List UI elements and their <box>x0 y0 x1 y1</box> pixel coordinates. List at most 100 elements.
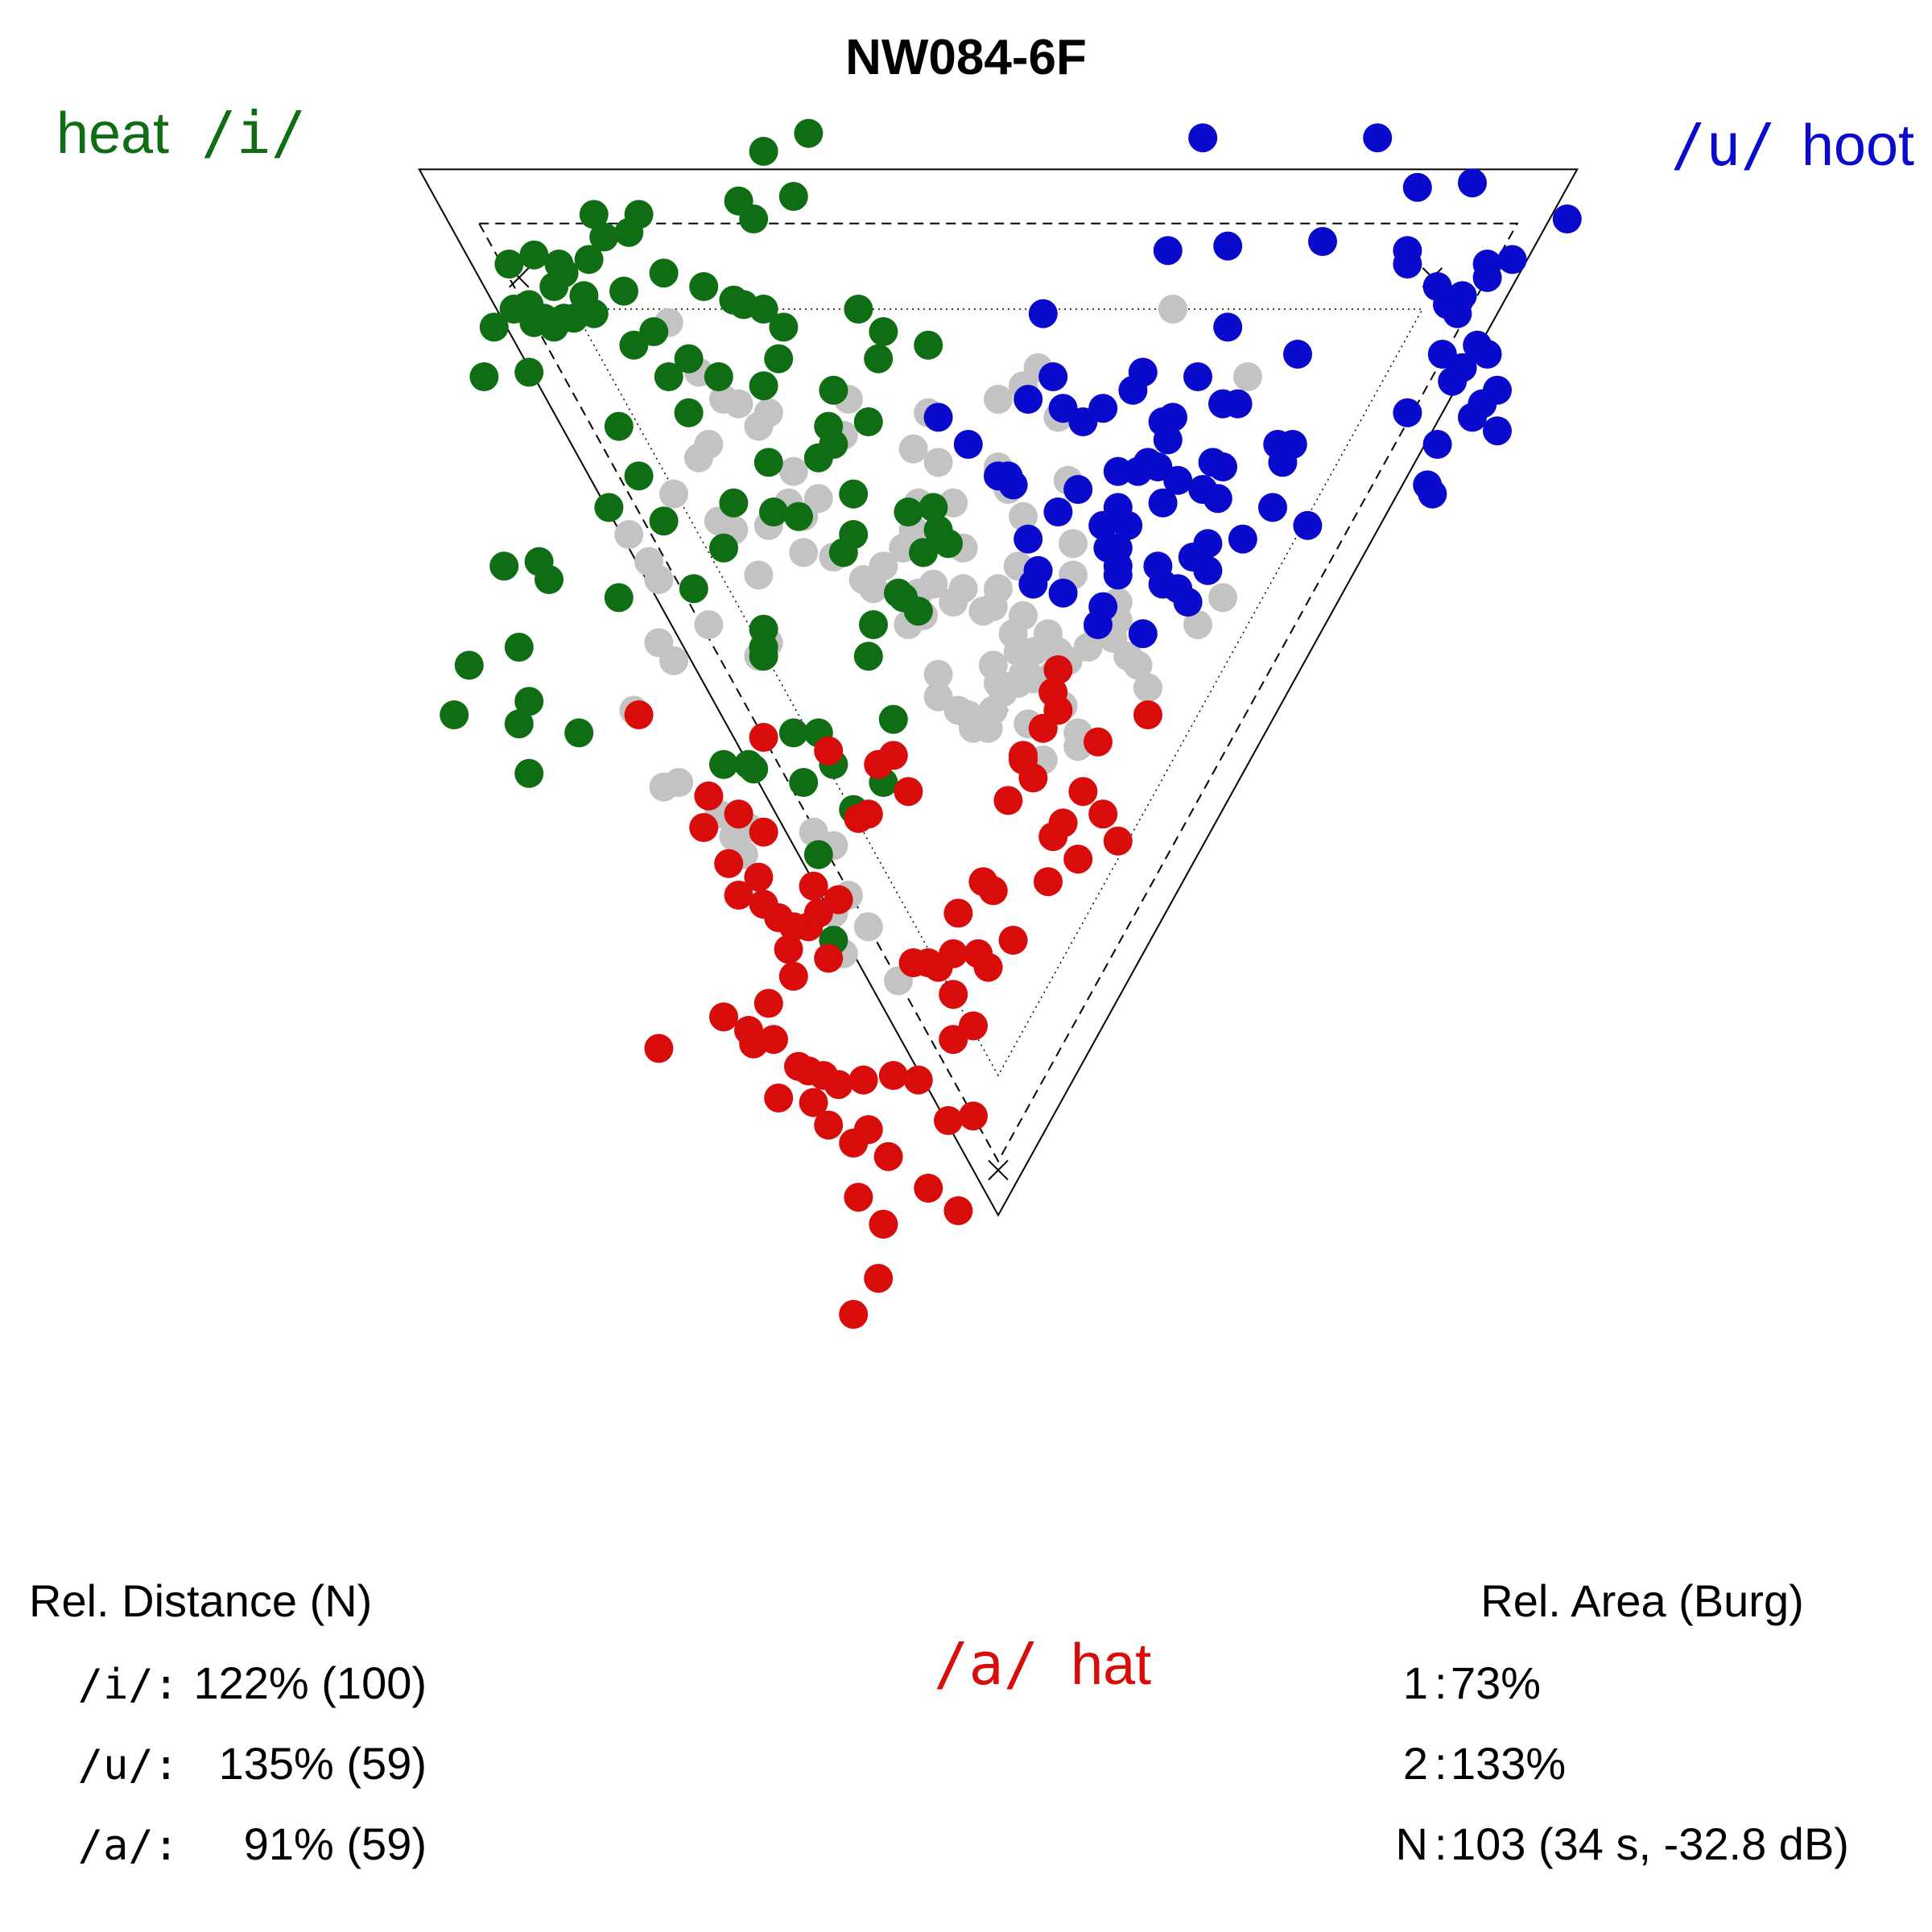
data-point-u <box>1048 578 1078 608</box>
data-point-i <box>884 578 913 608</box>
data-point-u <box>1188 123 1218 153</box>
data-point-a <box>714 848 744 878</box>
data-point-other <box>978 650 1008 680</box>
data-point-a <box>959 1011 988 1041</box>
data-point-u <box>1013 385 1043 414</box>
data-point-a <box>973 952 1003 982</box>
data-point-a <box>689 813 719 842</box>
rel-area-separator-n: : <box>1435 1818 1447 1869</box>
data-point-other <box>853 912 883 942</box>
data-point-other <box>859 574 888 604</box>
data-point-i <box>689 272 719 301</box>
data-point-i <box>749 633 778 662</box>
data-point-other <box>1059 529 1088 559</box>
data-point-i <box>923 515 953 545</box>
data-point-u <box>1483 375 1512 405</box>
data-point-i <box>674 398 704 427</box>
data-point-u <box>923 402 953 432</box>
data-point-a <box>848 1065 878 1095</box>
data-point-other <box>968 597 998 626</box>
data-point-a <box>903 1065 933 1095</box>
data-point-i <box>739 204 769 233</box>
data-point-a <box>869 1209 898 1239</box>
rel-distance-u-symbol: /u/: <box>78 1741 179 1790</box>
data-point-i <box>844 295 873 324</box>
data-point-i <box>803 840 833 869</box>
data-point-other <box>724 389 753 419</box>
data-point-i <box>504 709 534 739</box>
data-point-u <box>1472 340 1502 369</box>
data-point-other <box>694 610 724 639</box>
data-point-u <box>1038 362 1068 391</box>
data-point-i <box>624 461 654 491</box>
data-point-a <box>1088 799 1118 829</box>
data-point-i <box>649 506 679 536</box>
data-point-a <box>1133 700 1162 729</box>
data-point-other <box>789 538 819 568</box>
data-point-u <box>1158 402 1187 432</box>
data-point-a <box>1034 867 1063 897</box>
data-point-u <box>1402 172 1432 202</box>
data-point-i <box>794 118 824 148</box>
data-point-a <box>753 989 783 1018</box>
data-point-i <box>759 497 788 526</box>
data-point-a <box>749 817 778 847</box>
rel-area-1-label: 1 <box>1403 1657 1428 1708</box>
data-point-a <box>764 1084 794 1113</box>
data-point-u <box>1088 394 1118 423</box>
data-point-i <box>519 240 549 270</box>
data-point-a <box>943 898 973 928</box>
data-point-other <box>659 646 688 675</box>
data-point-u <box>1228 524 1257 554</box>
data-point-u <box>1213 312 1243 342</box>
data-point-a <box>724 881 753 910</box>
data-point-a <box>824 1070 853 1100</box>
data-point-u <box>1458 402 1487 432</box>
data-point-a <box>998 926 1028 955</box>
data-point-a <box>824 885 853 914</box>
data-point-u <box>1552 204 1582 233</box>
data-point-i <box>749 137 778 166</box>
data-point-i <box>559 303 588 333</box>
data-point-other <box>684 443 713 473</box>
data-point-u <box>1283 340 1312 369</box>
rel-distance-u-value: 135% (59) <box>219 1738 427 1789</box>
rel-distance-i-value: 122% (100) <box>193 1657 427 1708</box>
data-point-a <box>878 1061 908 1090</box>
data-point-u <box>1422 430 1452 459</box>
data-point-i <box>853 642 883 671</box>
data-point-other <box>939 588 968 617</box>
data-point-i <box>789 768 819 797</box>
vowel-triangles <box>418 168 1579 1217</box>
data-point-u <box>1193 529 1223 559</box>
data-point-i <box>769 312 799 342</box>
data-point-i <box>859 610 888 639</box>
data-point-u <box>1258 493 1287 522</box>
rel-distance-a-value: 91% (59) <box>244 1818 427 1869</box>
data-point-a <box>1084 727 1113 757</box>
data-point-i <box>489 551 519 581</box>
data-point-u <box>1023 555 1053 585</box>
data-point-i <box>614 217 644 247</box>
data-point-a <box>864 1264 894 1293</box>
data-point-i <box>589 222 619 252</box>
data-point-i <box>649 258 679 288</box>
data-point-i <box>764 344 794 374</box>
data-point-a <box>1103 826 1133 856</box>
data-point-i <box>719 488 749 518</box>
corner-u-symbol: /u/ <box>1671 111 1776 179</box>
data-point-u <box>1048 394 1078 423</box>
data-point-i <box>749 371 778 401</box>
data-point-a <box>1009 741 1038 770</box>
data-point-a <box>794 1056 824 1086</box>
data-point-i <box>919 493 948 522</box>
data-point-i <box>894 497 923 526</box>
rel-area-n-label: N <box>1396 1818 1428 1869</box>
data-point-u <box>1153 425 1183 455</box>
data-point-u <box>1088 592 1118 621</box>
data-point-a <box>934 1106 963 1135</box>
data-point-a <box>959 1101 988 1131</box>
data-point-i <box>819 430 848 459</box>
data-point-i <box>504 633 534 662</box>
